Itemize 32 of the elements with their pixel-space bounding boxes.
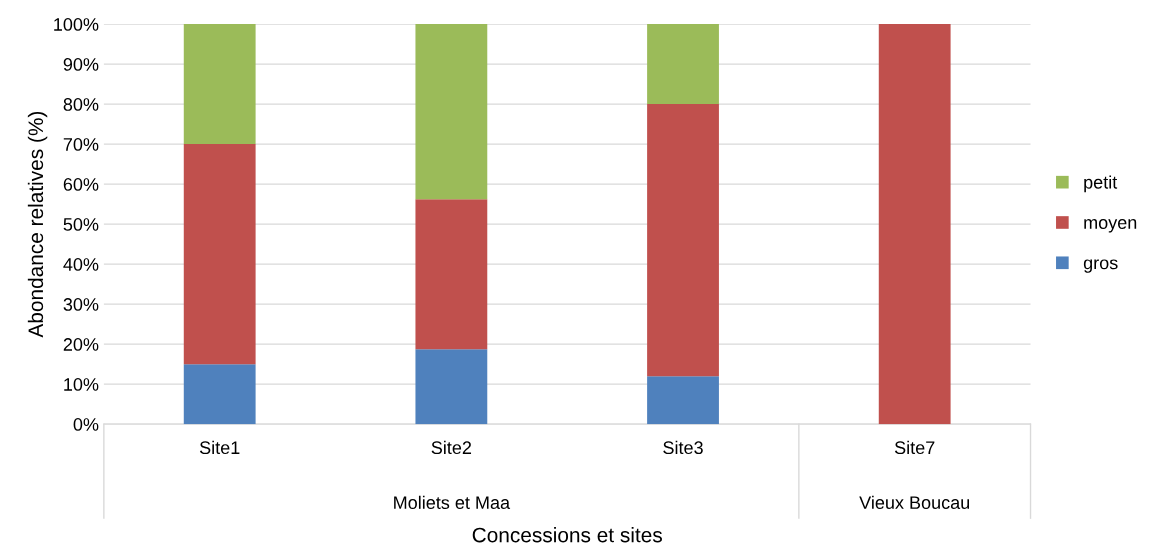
y-tick-label: 50% [63, 218, 99, 231]
y-tick-label: 80% [63, 98, 99, 111]
bar [647, 376, 719, 425]
x-tick-label: Site7 [894, 440, 935, 455]
legend-label: gros [1083, 259, 1118, 273]
y-tick-label: 30% [63, 298, 99, 311]
text: Vieux Boucau [859, 495, 970, 510]
bar [183, 144, 256, 365]
y-tick-label: 10% [64, 378, 99, 391]
bar [415, 199, 488, 350]
x-tick-label: Site1 [199, 440, 240, 455]
bar [183, 24, 256, 145]
legend-label: petit [1084, 175, 1118, 193]
y-tick-label: 20% [63, 338, 99, 351]
text: Moliets et Maa [394, 495, 511, 510]
bar [647, 24, 719, 105]
bar [183, 364, 256, 425]
y-tick-label: 70% [63, 138, 99, 151]
legend-label: moyen [1084, 219, 1137, 233]
y-tick-label: 0% [73, 418, 99, 431]
x-tick-label: Site2 [431, 440, 472, 455]
x-tick-label: Site3 [663, 440, 703, 455]
y-axis-title: Abondance relatives (%) [27, 111, 48, 338]
x-axis-title: Concessions et sites [472, 527, 662, 543]
y-tick-label: 100% [54, 18, 99, 31]
bar [878, 24, 951, 425]
y-tick-label: 60% [63, 178, 99, 191]
y-tick-label: 90% [63, 58, 99, 71]
bar [415, 24, 488, 200]
bar [415, 349, 488, 425]
y-tick-label: 40% [63, 258, 99, 271]
bar [647, 104, 719, 377]
